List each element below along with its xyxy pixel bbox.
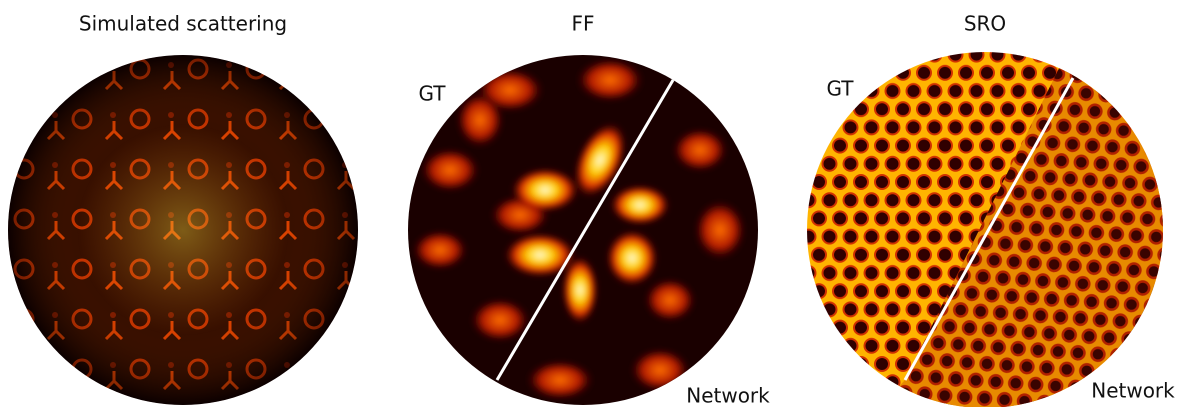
right-label: Network bbox=[686, 384, 770, 407]
right-label: Network bbox=[1091, 379, 1175, 403]
left-label: GT bbox=[418, 82, 446, 106]
panel-title: SRO bbox=[964, 12, 1006, 36]
scattering-image bbox=[0, 50, 370, 407]
ff-image bbox=[400, 50, 770, 407]
panel-ff: FF bbox=[400, 12, 770, 407]
panel-title: Simulated scattering bbox=[79, 12, 287, 36]
figure: Simulated scattering FF bbox=[0, 0, 1191, 407]
panel-sro: SRO GT Network bbox=[800, 12, 1191, 407]
sro-image bbox=[800, 45, 1191, 407]
panel-scattering: Simulated scattering bbox=[0, 12, 370, 407]
panel-title: FF bbox=[571, 12, 594, 36]
left-label: GT bbox=[826, 77, 854, 101]
